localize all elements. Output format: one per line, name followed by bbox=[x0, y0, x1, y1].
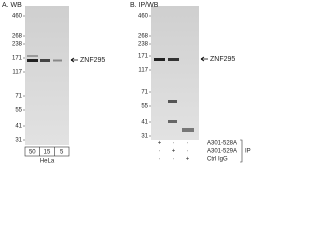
marker-label: 268 bbox=[138, 34, 149, 40]
band bbox=[27, 59, 38, 62]
band bbox=[27, 55, 38, 57]
marker-label: 71 bbox=[141, 90, 148, 96]
lane-label: 50 bbox=[29, 149, 36, 155]
blot-b bbox=[151, 6, 199, 140]
lane-label: 15 bbox=[44, 149, 51, 155]
panel-label: B. IP/WB bbox=[130, 2, 159, 9]
sign: · bbox=[159, 149, 161, 155]
band bbox=[154, 58, 165, 61]
arrow bbox=[200, 56, 208, 62]
marker-label: 460 bbox=[12, 14, 23, 20]
panel-label: A. WB bbox=[2, 2, 22, 9]
marker-label: 268 bbox=[12, 34, 23, 40]
marker-label: 117 bbox=[138, 68, 148, 74]
marker-label: 41 bbox=[15, 124, 22, 130]
band bbox=[40, 59, 50, 62]
marker-label: 238 bbox=[12, 42, 23, 48]
sign: + bbox=[186, 157, 190, 163]
marker-label: 71 bbox=[15, 94, 22, 100]
band bbox=[168, 100, 177, 103]
band bbox=[168, 120, 177, 123]
sample-label: HeLa bbox=[40, 159, 55, 165]
band bbox=[168, 58, 179, 61]
bracket bbox=[240, 139, 243, 163]
sign: · bbox=[159, 157, 161, 163]
marker-label: 31 bbox=[141, 134, 148, 140]
blot-a bbox=[25, 6, 69, 145]
marker-label: 171 bbox=[138, 54, 149, 60]
marker-label: 171 bbox=[12, 56, 23, 62]
sign: · bbox=[187, 141, 189, 147]
row-label: A301-529A bbox=[207, 149, 237, 155]
marker-label: 460 bbox=[138, 14, 149, 20]
sign: · bbox=[173, 141, 175, 147]
row-label: A301-528A bbox=[207, 141, 237, 147]
marker-label: 238 bbox=[138, 42, 149, 48]
sign: · bbox=[173, 157, 175, 163]
marker-label: 55 bbox=[141, 104, 148, 110]
marker-label: 31 bbox=[15, 138, 22, 144]
target-label: ZNF295 bbox=[210, 56, 235, 63]
sign: · bbox=[187, 149, 189, 155]
marker-label: 41 bbox=[141, 120, 148, 126]
marker-label: 55 bbox=[15, 108, 22, 114]
row-label: Ctrl IgG bbox=[207, 157, 228, 163]
marker-label: 117 bbox=[12, 70, 22, 76]
arrow bbox=[70, 57, 78, 63]
group-label: IP bbox=[245, 149, 251, 155]
band bbox=[182, 128, 194, 132]
sign: + bbox=[158, 141, 162, 147]
target-label: ZNF295 bbox=[80, 57, 105, 64]
band bbox=[53, 59, 62, 62]
figure: A. WB ZNF295 460 268 238 171 117 71 55 41 31 50 15 5H… bbox=[2, 2, 251, 165]
lane-box bbox=[24, 146, 70, 157]
lane-label: 5 bbox=[60, 149, 64, 155]
sign: + bbox=[172, 149, 176, 155]
